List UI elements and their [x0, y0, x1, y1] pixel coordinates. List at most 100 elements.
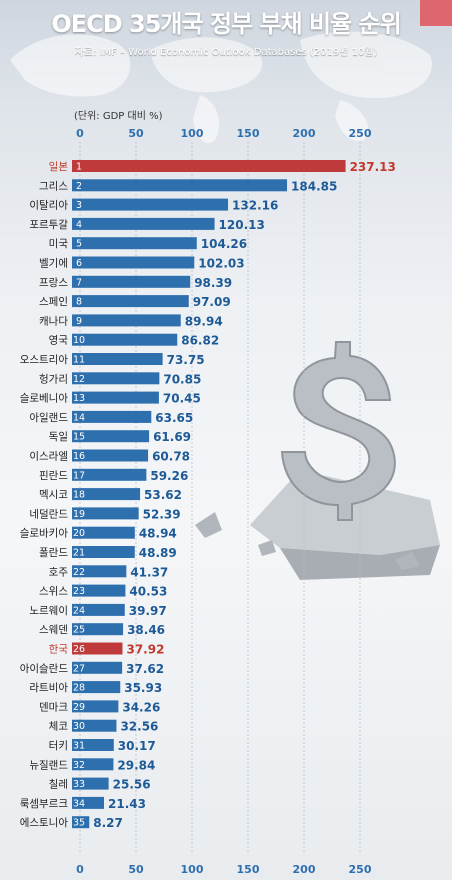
category-label: 스웨덴 [39, 624, 68, 636]
bar-row: 슬로바키아 20 48.94 [20, 526, 177, 541]
value-label: 237.13 [350, 160, 396, 174]
bar-row: 멕시코 18 53.62 [39, 488, 182, 502]
rank-label: 1 [76, 162, 82, 173]
bar-row: 벨기에 6 102.03 [39, 256, 245, 271]
category-label: 슬로바키아 [20, 528, 69, 540]
bar-row: 슬로베니아 13 70.45 [20, 391, 201, 406]
x-tick-label-bottom: 100 [181, 863, 204, 876]
value-label: 70.85 [163, 372, 201, 386]
bar-row: 체코 30 32.56 [49, 719, 158, 734]
rank-label: 11 [73, 355, 85, 366]
category-label: 룩셈부르크 [20, 798, 69, 810]
x-tick-label-bottom: 0 [76, 863, 84, 876]
category-label: 체코 [49, 721, 69, 733]
bar [72, 546, 135, 558]
value-label: 98.39 [194, 276, 232, 290]
bar-row: 그리스 2 184.85 [39, 179, 337, 193]
rank-label: 35 [73, 818, 85, 829]
category-label: 뉴질랜드 [29, 759, 68, 771]
category-label: 캐나다 [39, 315, 68, 327]
bar-row: 오스트리아 11 73.75 [20, 353, 205, 367]
value-label: 132.16 [232, 199, 278, 213]
x-tick-label-top: 150 [237, 127, 260, 140]
value-label: 37.92 [126, 643, 164, 657]
bar-row: 프랑스 7 98.39 [39, 275, 232, 290]
rank-label: 4 [76, 219, 82, 230]
bar-row: 뉴질랜드 32 29.84 [29, 758, 155, 772]
bar [72, 217, 215, 230]
category-label: 포르투갈 [29, 218, 68, 231]
bar [72, 816, 90, 829]
value-label: 40.53 [129, 585, 167, 599]
bar [72, 256, 195, 269]
bar-row: 덴마크 29 34.26 [39, 700, 160, 714]
category-label: 호주 [49, 566, 69, 578]
x-tick-label-top: 0 [76, 127, 84, 140]
value-label: 30.17 [118, 739, 156, 753]
rank-label: 28 [73, 683, 85, 694]
category-label: 일본 [49, 160, 69, 173]
rank-label: 30 [73, 721, 85, 732]
bar [72, 739, 114, 751]
bar [72, 681, 121, 694]
rank-label: 23 [73, 586, 85, 597]
value-label: 34.26 [122, 700, 160, 714]
rank-label: 6 [76, 258, 82, 269]
value-label: 102.03 [198, 257, 244, 271]
rank-label: 25 [73, 625, 85, 636]
rank-label: 8 [76, 297, 82, 308]
value-label: 52.39 [143, 507, 181, 521]
value-label: 59.26 [150, 469, 188, 483]
category-label: 터키 [49, 740, 68, 752]
value-label: 104.26 [201, 237, 247, 251]
rank-label: 15 [73, 432, 85, 443]
value-label: 86.82 [181, 334, 219, 348]
bar [72, 275, 191, 288]
rank-label: 27 [73, 663, 85, 674]
bar [72, 526, 135, 539]
category-label: 핀란드 [39, 470, 68, 482]
bar-row: 폴란드 21 48.89 [39, 546, 177, 560]
bar [72, 796, 105, 809]
bar-row: 이스라엘 16 60.78 [29, 449, 190, 464]
bar-row: 룩셈부르크 34 21.43 [20, 796, 146, 811]
value-label: 39.97 [129, 604, 167, 618]
rank-label: 10 [73, 335, 85, 346]
corner-ribbon [420, 0, 452, 26]
bar [72, 160, 346, 172]
x-tick-label-top: 100 [181, 127, 204, 140]
bar [72, 719, 117, 732]
category-label: 네덜란드 [29, 508, 68, 520]
value-label: 41.37 [130, 565, 168, 579]
category-label: 슬로베니아 [20, 393, 69, 405]
bar [72, 372, 160, 385]
rank-label: 16 [73, 451, 85, 462]
x-tick-label-bottom: 200 [293, 863, 316, 876]
bar-row: 호주 22 41.37 [49, 565, 168, 579]
x-tick-label-bottom: 150 [237, 863, 260, 876]
value-label: 53.62 [144, 488, 182, 502]
rank-label: 24 [73, 605, 85, 616]
dollar-sign-illustration [195, 341, 440, 580]
bar-row: 아일랜드 14 63.65 [29, 410, 193, 425]
bar-row: 에스토니아 35 8.27 [20, 816, 123, 830]
x-tick-label-top: 200 [293, 127, 316, 140]
rank-label: 26 [73, 644, 85, 655]
bar [72, 488, 141, 501]
value-label: 70.45 [163, 392, 201, 406]
value-label: 8.27 [93, 816, 123, 830]
category-label: 독일 [49, 430, 68, 443]
category-label: 라트비아 [29, 682, 68, 694]
bar [72, 295, 189, 308]
bar [72, 565, 127, 578]
category-label: 스위스 [39, 585, 68, 598]
rank-label: 9 [76, 316, 82, 327]
rank-label: 34 [73, 798, 85, 809]
rank-label: 7 [76, 277, 82, 288]
x-tick-label-top: 50 [128, 127, 144, 140]
bar-row: 터키 31 30.17 [49, 739, 156, 753]
value-label: 61.69 [153, 430, 191, 444]
x-tick-label-bottom: 250 [349, 863, 372, 876]
bar-row: 라트비아 28 35.93 [29, 681, 162, 695]
rank-label: 32 [73, 760, 85, 771]
